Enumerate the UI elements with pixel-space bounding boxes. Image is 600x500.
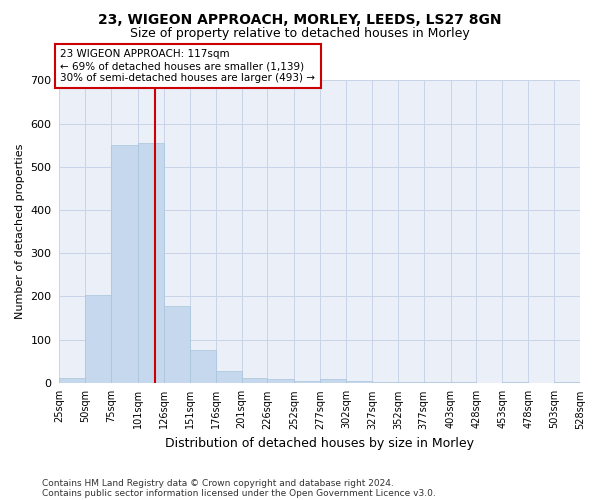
Text: 23, WIGEON APPROACH, MORLEY, LEEDS, LS27 8GN: 23, WIGEON APPROACH, MORLEY, LEEDS, LS27… bbox=[98, 12, 502, 26]
Bar bbox=[85, 295, 111, 383]
Text: Contains HM Land Registry data © Crown copyright and database right 2024.: Contains HM Land Registry data © Crown c… bbox=[42, 478, 394, 488]
Bar bbox=[215, 371, 242, 383]
Bar bbox=[268, 380, 294, 383]
Bar bbox=[554, 382, 580, 383]
Bar bbox=[111, 145, 138, 383]
X-axis label: Distribution of detached houses by size in Morley: Distribution of detached houses by size … bbox=[165, 437, 474, 450]
Text: Size of property relative to detached houses in Morley: Size of property relative to detached ho… bbox=[130, 28, 470, 40]
Bar bbox=[320, 378, 346, 383]
Bar bbox=[59, 378, 85, 383]
Y-axis label: Number of detached properties: Number of detached properties bbox=[15, 144, 25, 320]
Bar bbox=[398, 382, 424, 383]
Text: 23 WIGEON APPROACH: 117sqm
← 69% of detached houses are smaller (1,139)
30% of s: 23 WIGEON APPROACH: 117sqm ← 69% of deta… bbox=[61, 50, 316, 82]
Bar bbox=[190, 350, 215, 383]
Bar bbox=[346, 381, 372, 383]
Bar bbox=[164, 306, 190, 383]
Bar bbox=[242, 378, 268, 383]
Text: Contains public sector information licensed under the Open Government Licence v3: Contains public sector information licen… bbox=[42, 488, 436, 498]
Bar bbox=[138, 142, 164, 383]
Bar bbox=[294, 381, 320, 383]
